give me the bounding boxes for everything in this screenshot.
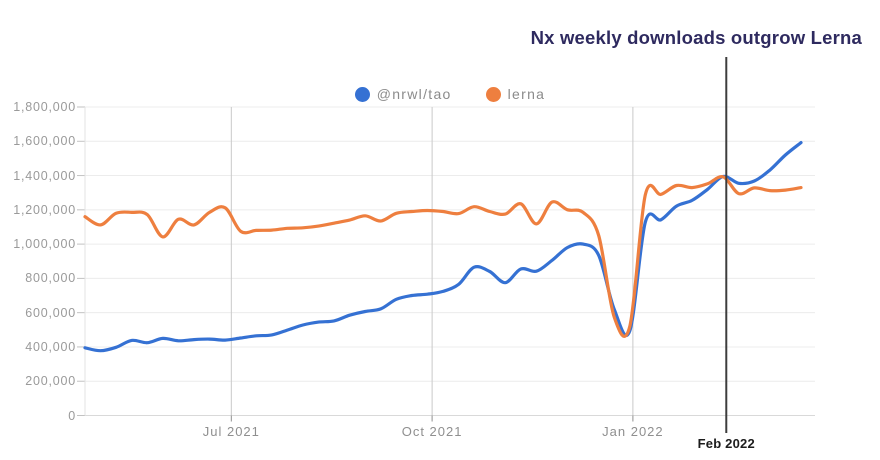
y-axis-label: 1,000,000 [13, 237, 76, 252]
legend-dot-nrwl-tao-icon [354, 86, 370, 102]
legend-item-nrwl-tao[interactable]: @nrwl/tao [354, 86, 452, 102]
y-axis-label: 1,600,000 [13, 134, 76, 149]
legend-label-lerna: lerna [507, 86, 546, 102]
y-axis-label: 400,000 [25, 339, 76, 354]
y-axis-label: 0 [68, 408, 76, 423]
annotation-label: Feb 2022 [697, 436, 755, 451]
y-axis-label: 1,400,000 [13, 168, 76, 183]
x-axis-label: Jan 2022 [602, 424, 664, 439]
x-axis-label: Oct 2021 [401, 424, 463, 439]
series-line-lerna[interactable] [83, 175, 803, 338]
legend-item-lerna[interactable]: lerna [485, 86, 546, 102]
legend-dot-lerna-icon [485, 86, 501, 102]
x-axis-label: Jul 2021 [202, 424, 260, 439]
y-axis-label: 600,000 [25, 305, 76, 320]
legend-label-nrwl-tao: @nrwl/tao [376, 86, 452, 102]
series-line-nrwl-tao[interactable] [83, 141, 803, 353]
chart-legend: @nrwl/tao lerna [85, 84, 815, 104]
y-axis-label: 1,800,000 [13, 100, 76, 114]
y-axis-label: 1,200,000 [13, 202, 76, 217]
y-axis-label: 800,000 [25, 271, 76, 286]
y-axis-label: 200,000 [25, 374, 76, 389]
chart-title: Nx weekly downloads outgrow Lerna [530, 27, 862, 48]
